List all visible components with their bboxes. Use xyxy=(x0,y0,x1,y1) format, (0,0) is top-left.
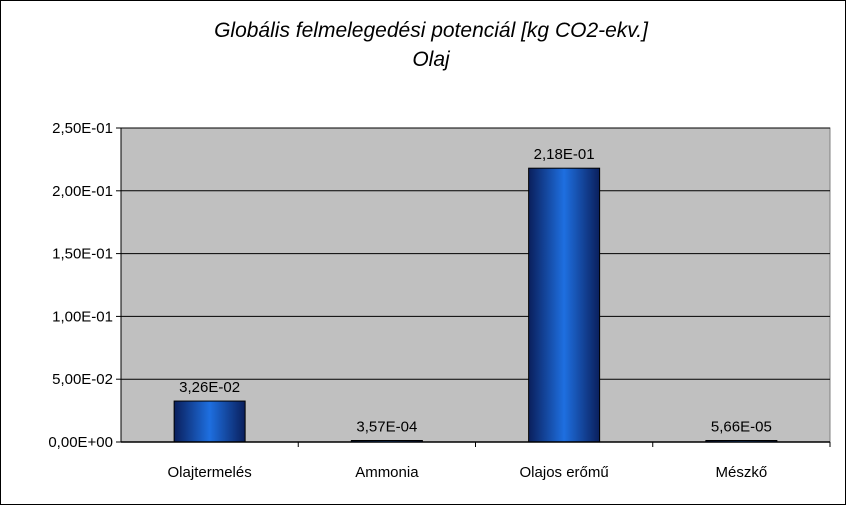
chart-title: Globális felmelegedési potenciál [kg CO2… xyxy=(214,19,649,42)
x-tick-label: Olajos erőmű xyxy=(520,464,609,481)
chart-subtitle: Olaj xyxy=(412,48,451,71)
data-label: 3,26E-02 xyxy=(179,379,240,396)
x-tick-label: Mészkő xyxy=(716,464,768,481)
gridlines xyxy=(121,127,830,380)
y-tick-label: 2,50E-01 xyxy=(52,120,113,137)
data-label: 2,18E-01 xyxy=(534,146,595,163)
x-tick-label: Olajtermelés xyxy=(168,464,252,481)
bar xyxy=(528,167,601,443)
bar xyxy=(173,400,246,443)
data-label: 5,66E-05 xyxy=(711,419,772,436)
plot-area xyxy=(120,127,831,443)
x-tick-label: Ammonia xyxy=(355,464,419,481)
y-tick-label: 0,00E+00 xyxy=(48,434,113,451)
y-tick-label: 5,00E-02 xyxy=(52,371,113,388)
y-tick-label: 1,00E-01 xyxy=(52,308,113,325)
y-tick-label: 1,50E-01 xyxy=(52,246,113,263)
labels: 0,00E+00 5,00E-02 1,00E-01 1,50E-01 2,00E-01… xyxy=(48,120,771,481)
y-tick-label: 2,00E-01 xyxy=(52,183,113,200)
axes xyxy=(116,127,831,447)
data-label: 3,57E-04 xyxy=(356,419,417,436)
